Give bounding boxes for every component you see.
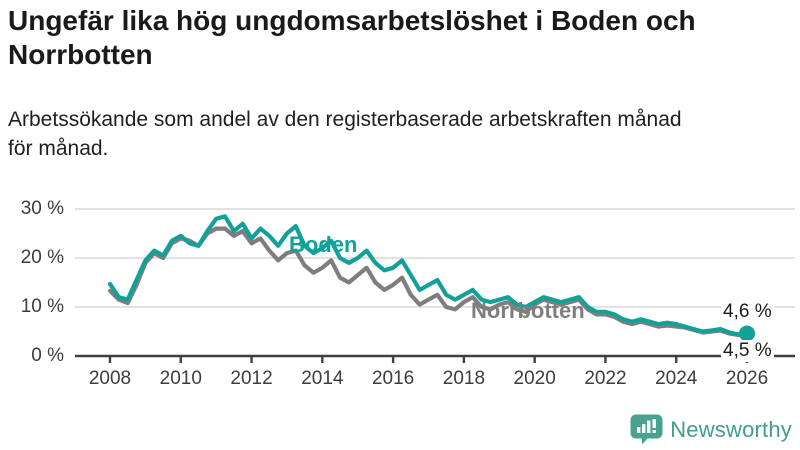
page-title-line1: Ungefär lika hög ungdomsarbetslöshet i B…	[8, 5, 696, 36]
bar-chart-bar-3	[647, 420, 651, 433]
x-axis-label-2018: 2018	[442, 368, 486, 389]
series-label-norrbotten: Norrbotten	[471, 298, 585, 323]
x-axis-label-2024: 2024	[655, 368, 698, 389]
x-axis-label-2012: 2012	[230, 368, 273, 389]
x-axis-label-2016: 2016	[371, 368, 415, 389]
end-value-label-boden: 4,6 %	[721, 301, 774, 323]
x-axis-label-2010: 2010	[159, 368, 202, 389]
x-axis-label-2026: 2026	[725, 368, 769, 389]
series-label-boden: Boden	[289, 232, 358, 257]
newsworthy-logo-icon	[630, 414, 663, 445]
brand-name: Newsworthy	[670, 416, 792, 442]
y-axis-label-0: 0 %	[31, 345, 64, 366]
chart-subtitle-line1: Arbetssökande som andel av den registerb…	[8, 108, 682, 131]
y-axis-label-20: 20 %	[20, 247, 64, 268]
x-axis-label-2008: 2008	[88, 368, 132, 389]
chart-subtitle-line2: för månad.	[8, 137, 109, 160]
series-line-norrbotten	[107, 226, 750, 337]
x-axis-label-2022: 2022	[584, 368, 627, 389]
x-axis-label-2020: 2020	[513, 368, 556, 389]
bar-chart-bar-2	[642, 424, 646, 433]
page-title: Ungefär lika hög ungdomsarbetslöshet i B…	[8, 4, 796, 72]
exclamation-mark-dot	[652, 430, 657, 433]
chart-subtitle: Arbetssökande som andel av den registerb…	[8, 105, 796, 163]
speech-bubble-shape	[630, 414, 663, 445]
end-dot-boden	[739, 325, 756, 342]
page-title-line2: Norrbotten	[8, 39, 153, 70]
bar-chart-bar-1	[637, 427, 641, 433]
y-axis-label-10: 10 %	[20, 296, 64, 317]
y-axis-label-30: 30 %	[20, 198, 64, 219]
x-axis-label-2014: 2014	[301, 368, 344, 389]
newsworthy-brand: Newsworthy	[630, 414, 792, 445]
exclamation-mark-stem	[652, 419, 657, 428]
end-value-label-norrbotten: 4,5 %	[721, 340, 774, 362]
series-line-boden	[107, 214, 750, 337]
